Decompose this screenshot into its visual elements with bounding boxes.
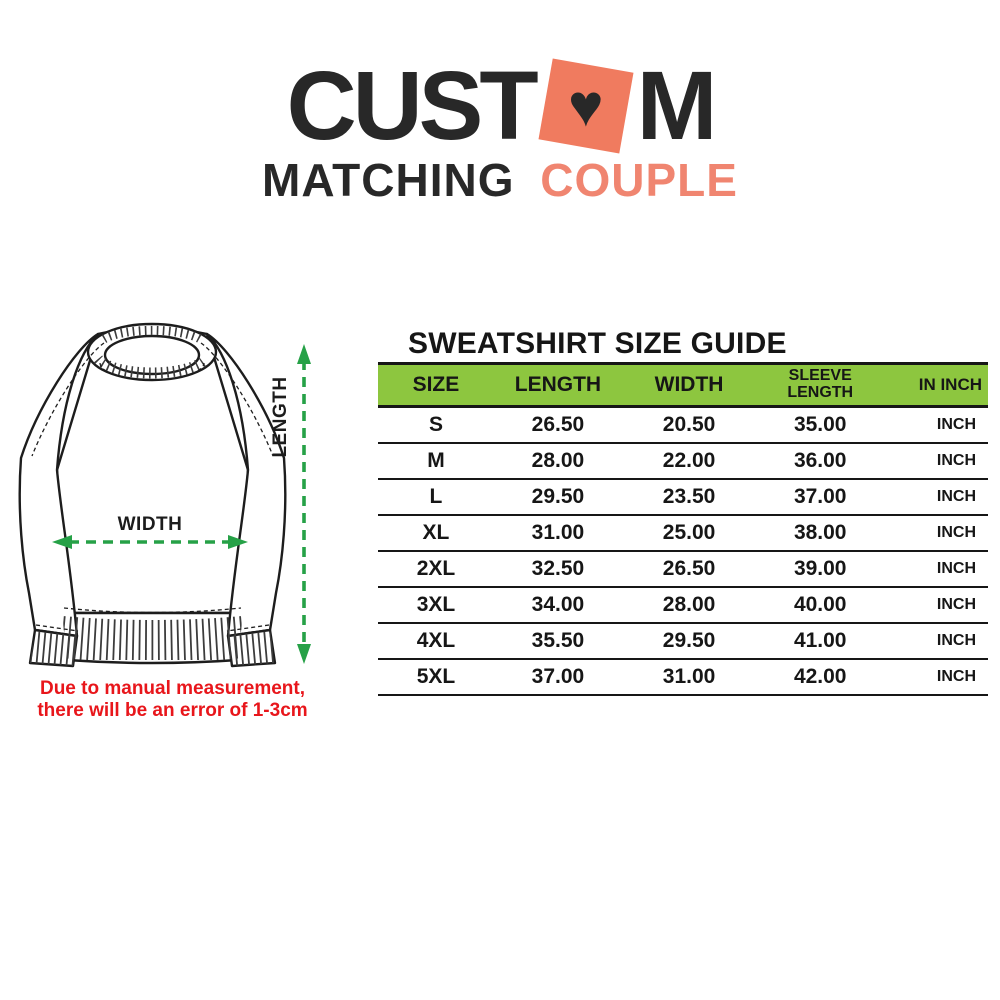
- column-header-width: WIDTH: [621, 362, 757, 408]
- cell-sleeve: 38.00: [756, 514, 885, 552]
- cell-width: 25.00: [621, 514, 757, 552]
- logo-text-end: M: [636, 51, 718, 160]
- size-row-3xl: 3XL 34.00 28.00 40.00 INCH: [378, 586, 988, 625]
- logo-wordmark: CUST ♥ M: [0, 51, 1000, 160]
- cell-length: 34.00: [493, 586, 622, 625]
- stitch-seams: [31, 342, 274, 632]
- logo-subtitle-matching: MATCHING: [262, 154, 515, 206]
- cell-size: 4XL: [378, 623, 494, 661]
- ribbing-texture: [30, 325, 275, 666]
- cell-size: 5XL: [378, 659, 494, 697]
- disclaimer-line-2: there will be an error of 1-3cm: [37, 700, 308, 722]
- cell-sleeve: 41.00: [756, 623, 885, 661]
- arrow-left-icon: [52, 535, 72, 549]
- size-guide-section: SWEATSHIRT SIZE GUIDE SIZE LENGTH WIDTH …: [378, 327, 988, 697]
- cell-width: 29.50: [621, 623, 757, 661]
- cell-size: S: [378, 406, 494, 444]
- cell-size: 3XL: [378, 586, 494, 625]
- size-row-s: S 26.50 20.50 35.00 INCH: [378, 406, 988, 444]
- arrow-down-icon: [297, 644, 311, 664]
- logo-heart-square: ♥: [538, 58, 634, 154]
- cell-length: 35.50: [493, 623, 622, 661]
- cell-sleeve: 35.00: [756, 406, 885, 444]
- cell-unit: INCH: [884, 406, 988, 444]
- cell-length: 32.50: [493, 550, 622, 588]
- brand-logo: CUST ♥ M MATCHING COUPLE: [0, 51, 1000, 203]
- heart-icon: ♥: [567, 72, 604, 139]
- cell-width: 23.50: [621, 478, 757, 516]
- sweatshirt-measurement-diagram: WIDTH LENGTH Due to manual measurement, …: [5, 318, 340, 722]
- cell-unit: INCH: [884, 550, 988, 588]
- width-label: WIDTH: [118, 514, 183, 535]
- arrow-up-icon: [297, 344, 311, 364]
- cell-sleeve: 40.00: [756, 586, 885, 625]
- cell-sleeve: 37.00: [756, 478, 885, 516]
- sweatshirt-line-drawing: WIDTH LENGTH: [18, 322, 311, 668]
- collar-inner: [103, 334, 201, 376]
- column-header-unit: IN INCH: [884, 362, 988, 408]
- length-label: LENGTH: [270, 376, 291, 457]
- size-row-4xl: 4XL 35.50 29.50 41.00 INCH: [378, 623, 988, 661]
- cell-width: 20.50: [621, 406, 757, 444]
- width-arrow: [52, 535, 248, 549]
- size-row-5xl: 5XL 37.00 31.00 42.00 INCH: [378, 659, 988, 697]
- size-table-body: S 26.50 20.50 35.00 INCH M 28.00 22.00 36.00 INCH…: [378, 406, 988, 697]
- cell-width: 28.00: [621, 586, 757, 625]
- cell-sleeve: 39.00: [756, 550, 885, 588]
- sweatshirt-body-shapes: [18, 322, 287, 668]
- cell-unit: INCH: [884, 478, 988, 516]
- cell-unit: INCH: [884, 623, 988, 661]
- cell-length: 37.00: [493, 659, 622, 697]
- cell-size: L: [378, 478, 494, 516]
- cell-unit: INCH: [884, 442, 988, 480]
- cell-unit: INCH: [884, 659, 988, 697]
- size-guide-title: SWEATSHIRT SIZE GUIDE: [408, 327, 787, 360]
- logo-text-start: CUST: [286, 51, 539, 160]
- cell-size: M: [378, 442, 494, 480]
- cell-size: XL: [378, 514, 494, 552]
- cell-length: 29.50: [493, 478, 622, 516]
- cell-length: 31.00: [493, 514, 622, 552]
- cell-width: 22.00: [621, 442, 757, 480]
- column-header-length: LENGTH: [493, 362, 622, 408]
- cell-sleeve: 36.00: [756, 442, 885, 480]
- size-row-l: L 29.50 23.50 37.00 INCH: [378, 478, 988, 516]
- cell-width: 26.50: [621, 550, 757, 588]
- size-guide-table: SIZE LENGTH WIDTH SLEEVE LENGTH IN INCH …: [378, 362, 988, 697]
- cell-size: 2XL: [378, 550, 494, 588]
- cell-width: 31.00: [621, 659, 757, 697]
- logo-subtitle-couple: COUPLE: [540, 154, 738, 206]
- cell-sleeve: 42.00: [756, 659, 885, 697]
- cell-length: 28.00: [493, 442, 622, 480]
- measurement-disclaimer: Due to manual measurement, there will be…: [5, 678, 340, 722]
- arrow-right-icon: [228, 535, 248, 549]
- cell-unit: INCH: [884, 514, 988, 552]
- size-row-m: M 28.00 22.00 36.00 INCH: [378, 442, 988, 480]
- disclaimer-line-1: Due to manual measurement,: [39, 678, 306, 699]
- logo-subtitle: MATCHING COUPLE: [0, 157, 1000, 203]
- cell-length: 26.50: [493, 406, 622, 444]
- length-arrow: [297, 344, 311, 664]
- column-header-size: SIZE: [378, 362, 494, 408]
- size-row-2xl: 2XL 32.50 26.50 39.00 INCH: [378, 550, 988, 588]
- cell-unit: INCH: [884, 586, 988, 625]
- table-header-row: SIZE LENGTH WIDTH SLEEVE LENGTH IN INCH: [378, 362, 988, 408]
- size-row-xl: XL 31.00 25.00 38.00 INCH: [378, 514, 988, 552]
- column-header-sleeve-length: SLEEVE LENGTH: [756, 362, 885, 408]
